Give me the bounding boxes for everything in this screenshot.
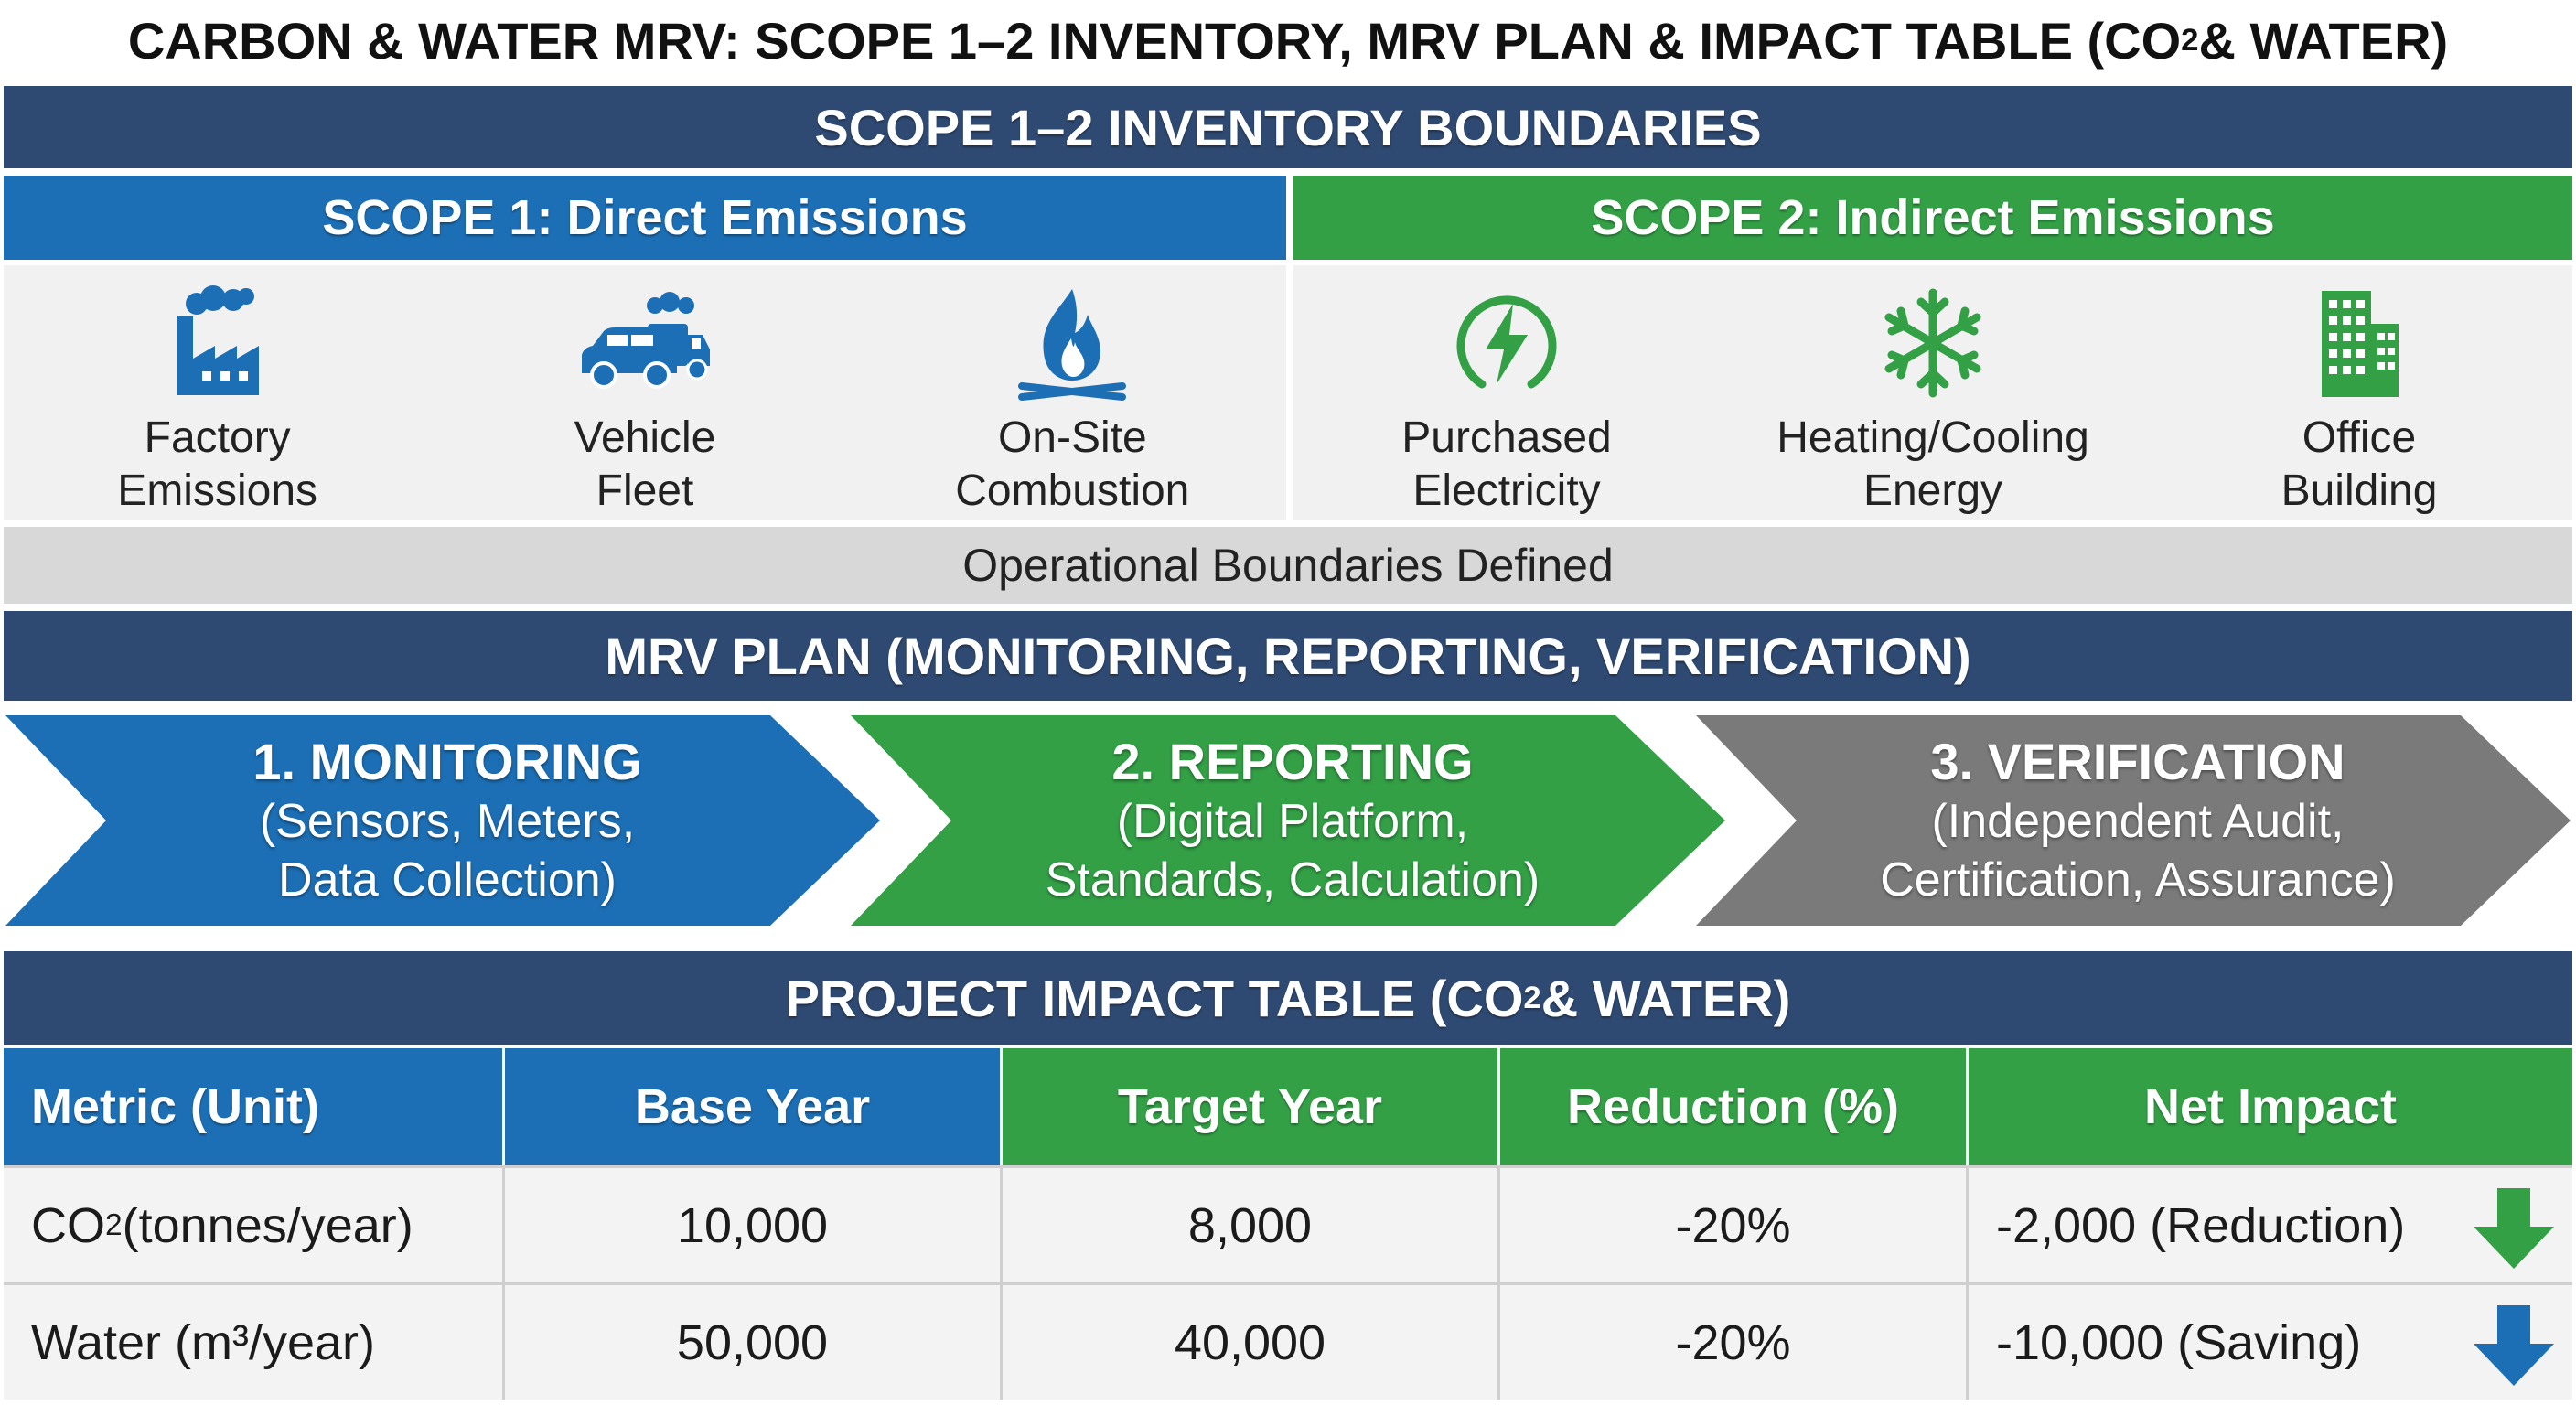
step-verification: 3. VERIFICATION (Independent Audit, Cert…: [1797, 715, 2479, 926]
net-impact-text: -2,000 (Reduction): [1996, 1197, 2406, 1253]
cell-base-year: 10,000: [505, 1168, 1003, 1282]
impact-heading-text: PROJECT IMPACT TABLE (CO: [785, 969, 1524, 1027]
cell-target-year: 40,000: [1003, 1285, 1500, 1400]
inventory-heading: SCOPE 1–2 INVENTORY BOUNDARIES: [4, 86, 2572, 168]
step-title: 2. REPORTING: [1111, 733, 1474, 790]
column-header-net-impact: Net Impact: [1969, 1048, 2572, 1165]
office-building-icon: [2322, 291, 2399, 397]
scope2-item-label: Office Building: [2281, 413, 2438, 515]
metric-unit: (tonnes/year): [122, 1197, 413, 1253]
impact-table-heading: PROJECT IMPACT TABLE (CO 2 & WATER): [4, 951, 2572, 1045]
mrv-steps-chevrons: [5, 715, 2571, 926]
cell-net-impact: -2,000 (Reduction): [1969, 1168, 2572, 1282]
flame-icon: [1018, 289, 1127, 401]
page-title: CARBON & WATER MRV: SCOPE 1–2 INVENTORY,…: [127, 11, 2449, 70]
lightning-icon: [1456, 295, 1557, 389]
mrv-steps: 1. MONITORING (Sensors, Meters, Data Col…: [0, 715, 2576, 926]
down-arrow-blue-icon: [2474, 1305, 2554, 1386]
scope1-item-label: Factory Emissions: [117, 413, 318, 515]
table-header-row: Metric (Unit) Base Year Target Year Redu…: [4, 1048, 2572, 1165]
cell-base-year: 50,000: [505, 1285, 1003, 1400]
scope2-panel: Purchased Electricity Heating/Cooling En…: [1293, 265, 2572, 520]
metric-text: Water (m³/year): [31, 1314, 375, 1370]
scope2-item-label: Heating/Cooling Energy: [1776, 413, 2089, 515]
step-reporting: 2. REPORTING (Digital Platform, Standard…: [951, 715, 1634, 926]
cell-net-impact: -10,000 (Saving): [1969, 1285, 2572, 1400]
mrv-plan-heading: MRV PLAN (MONITORING, REPORTING, VERIFIC…: [4, 611, 2572, 701]
scope1-item-vehicle-fleet: Vehicle Fleet: [462, 265, 828, 518]
step-description: (Digital Platform, Standards, Calculatio…: [1045, 795, 1540, 906]
impact-heading-text-end: & WATER): [1540, 969, 1791, 1027]
step-title: 1. MONITORING: [252, 733, 642, 790]
scope1-heading: SCOPE 1: Direct Emissions: [4, 176, 1286, 260]
cell-reduction: -20%: [1500, 1168, 1969, 1282]
scope2-item-electricity: Purchased Electricity: [1324, 265, 1690, 518]
step-title: 3. VERIFICATION: [1930, 733, 2345, 790]
metric-text: CO: [31, 1197, 105, 1253]
operational-boundaries-note: Operational Boundaries Defined: [4, 527, 2572, 604]
vehicle-fleet-icon: [581, 292, 710, 389]
scope1-item-label: Vehicle Fleet: [574, 413, 716, 515]
scope2-item-heating-cooling: Heating/Cooling Energy: [1750, 265, 2116, 518]
step-chevron-monitoring: [5, 715, 880, 926]
column-header-reduction: Reduction (%): [1500, 1048, 1969, 1165]
title-text-end: & WATER): [2198, 11, 2449, 70]
net-impact-text: -10,000 (Saving): [1996, 1314, 2362, 1370]
scope1-item-factory: Factory Emissions: [35, 265, 401, 518]
step-chevron-reporting: [851, 715, 1725, 926]
scope1-item-label: On-Site Combustion: [955, 413, 1190, 515]
column-header-metric: Metric (Unit): [4, 1048, 505, 1165]
cell-metric: CO 2 (tonnes/year): [4, 1168, 505, 1282]
scope2-item-label: Purchased Electricity: [1401, 413, 1612, 515]
table-row: CO 2 (tonnes/year) 10,000 8,000 -20% -2,0…: [4, 1165, 2572, 1282]
column-header-base-year: Base Year: [505, 1048, 1003, 1165]
factory-icon: [176, 285, 259, 395]
cell-reduction: -20%: [1500, 1285, 1969, 1400]
snowflake-icon: [1884, 288, 1981, 398]
impact-table: Metric (Unit) Base Year Target Year Redu…: [4, 1048, 2572, 1400]
cell-target-year: 8,000: [1003, 1168, 1500, 1282]
title-text: CARBON & WATER MRV: SCOPE 1–2 INVENTORY,…: [127, 11, 2182, 70]
table-row: Water (m³/year) 50,000 40,000 -20% -10,0…: [4, 1282, 2572, 1400]
scope1-panel: Factory Emissions Vehicle Fleet On-Site …: [4, 265, 1286, 520]
down-arrow-green-icon: [2474, 1188, 2554, 1269]
scope2-item-office: Office Building: [2176, 265, 2542, 518]
step-description: (Independent Audit, Certification, Assur…: [1880, 795, 2396, 906]
column-header-target-year: Target Year: [1003, 1048, 1500, 1165]
scope1-item-combustion: On-Site Combustion: [889, 265, 1255, 518]
cell-metric: Water (m³/year): [4, 1285, 505, 1400]
step-monitoring: 1. MONITORING (Sensors, Meters, Data Col…: [106, 715, 789, 926]
scope2-heading: SCOPE 2: Indirect Emissions: [1293, 176, 2572, 260]
step-description: (Sensors, Meters, Data Collection): [259, 795, 636, 906]
step-chevron-verification: [1696, 715, 2571, 926]
